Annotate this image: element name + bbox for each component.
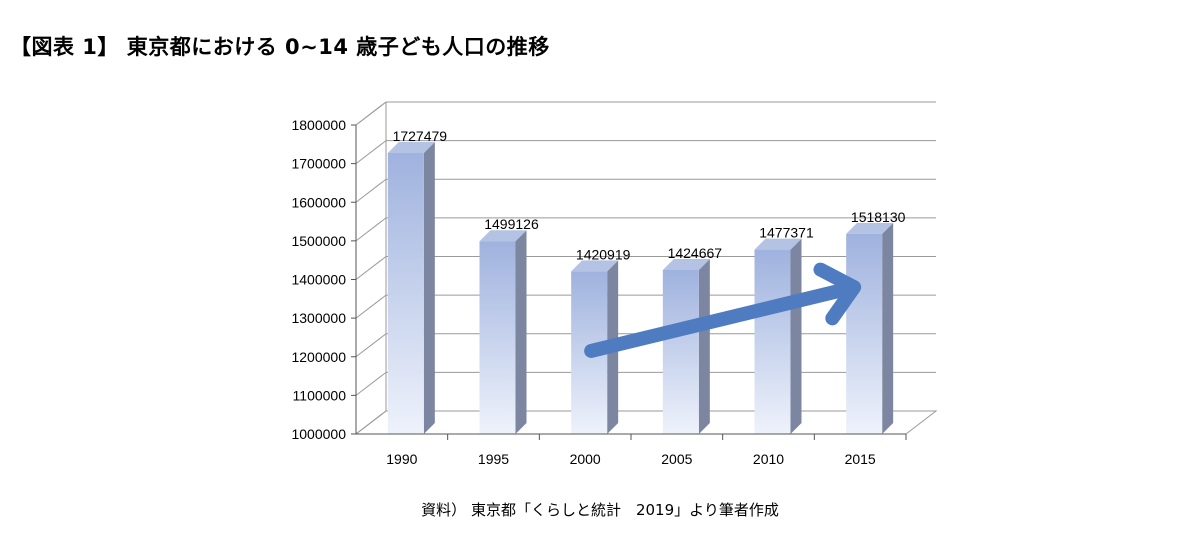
y-tick-label: 1000000	[291, 426, 346, 442]
arrow-shaft	[584, 281, 858, 358]
x-tick-label: 1990	[386, 451, 417, 467]
gridline-diagonal	[355, 101, 387, 126]
bar	[387, 153, 424, 434]
data-label: 1499126	[484, 216, 539, 232]
gridline-diagonal	[355, 371, 387, 396]
gridline-diagonal	[355, 178, 387, 203]
bar-top	[846, 222, 894, 234]
data-label: 1424667	[668, 245, 723, 261]
gridline-diagonal	[355, 294, 387, 319]
bar-top	[387, 142, 435, 154]
y-tick-label: 1500000	[291, 233, 346, 249]
gridline-diagonal	[355, 140, 387, 165]
gridline-diagonal	[355, 333, 387, 358]
x-axis: 1990 1995 2000 2005 2010 2015	[356, 433, 907, 467]
y-tick-label: 1600000	[291, 194, 346, 210]
x-tick-label: 2015	[845, 451, 876, 467]
gridline-diagonal	[355, 256, 387, 280]
data-labels: 1727479 1499126 1420919 1424667 1477371 15181…	[393, 128, 906, 262]
bar-side	[698, 258, 710, 434]
y-axis: 1000000 1100000 1200000 1300000 1400000 15000…	[291, 117, 357, 442]
y-tick-label: 1100000	[293, 387, 347, 403]
bars	[387, 142, 894, 434]
data-label: 1420919	[576, 246, 631, 262]
figure-source: 資料） 東京都「くらしと統計 2019」より筆者作成	[421, 501, 779, 519]
y-tick-label: 1400000	[291, 272, 346, 288]
bar-side	[423, 142, 435, 434]
bar-top	[662, 258, 710, 270]
bar	[479, 241, 516, 434]
data-label: 1477371	[759, 225, 814, 241]
bar	[846, 233, 883, 434]
arrow-head	[813, 262, 862, 326]
x-tick-label: 2005	[661, 451, 692, 467]
bar-side	[790, 238, 802, 434]
gridline-diagonal	[355, 217, 387, 242]
x-tick-label: 2010	[753, 451, 784, 467]
x-tick-label: 1995	[478, 451, 509, 467]
gridline-diagonal	[355, 410, 387, 435]
y-tick-label: 1200000	[291, 349, 346, 365]
bar	[754, 249, 791, 434]
bar-side	[882, 222, 894, 434]
y-tick-label: 1800000	[291, 117, 346, 133]
bar-top	[479, 230, 527, 242]
y-tick-label: 1300000	[291, 310, 346, 326]
bar-top	[571, 260, 619, 272]
bar-top	[754, 238, 802, 250]
x-tick-label: 2000	[570, 451, 601, 467]
bar	[662, 269, 699, 434]
figure-title: 【図表 1】 東京都における 0∼14 歳子ども人口の推移	[10, 35, 550, 59]
data-label: 1727479	[393, 128, 448, 144]
data-label: 1518130	[851, 209, 906, 225]
bar-side	[515, 230, 527, 434]
trend-arrow	[584, 262, 862, 358]
y-tick-label: 1700000	[291, 156, 346, 172]
